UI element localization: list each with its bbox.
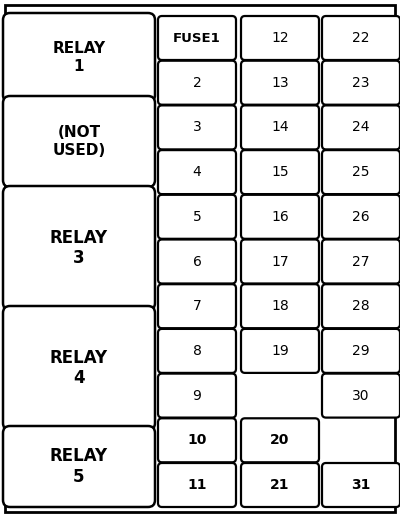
FancyBboxPatch shape [158,329,236,373]
FancyBboxPatch shape [158,463,236,507]
FancyBboxPatch shape [322,284,400,328]
FancyBboxPatch shape [158,418,236,462]
Text: 22: 22 [352,31,370,45]
FancyBboxPatch shape [241,16,319,60]
FancyBboxPatch shape [158,105,236,149]
Text: FUSE1: FUSE1 [173,32,221,44]
FancyBboxPatch shape [158,374,236,418]
FancyBboxPatch shape [3,186,155,310]
FancyBboxPatch shape [322,374,400,418]
Text: 18: 18 [271,299,289,313]
Text: 4: 4 [193,165,201,179]
Text: 26: 26 [352,210,370,224]
FancyBboxPatch shape [241,60,319,105]
FancyBboxPatch shape [241,239,319,283]
Text: 14: 14 [271,120,289,134]
Text: 23: 23 [352,75,370,90]
FancyBboxPatch shape [158,284,236,328]
Text: 5: 5 [193,210,201,224]
FancyBboxPatch shape [322,150,400,194]
Text: 8: 8 [192,344,202,358]
FancyBboxPatch shape [322,463,400,507]
Text: 3: 3 [193,120,201,134]
Text: 29: 29 [352,344,370,358]
FancyBboxPatch shape [158,150,236,194]
Text: 24: 24 [352,120,370,134]
Text: 25: 25 [352,165,370,179]
Text: RELAY
1: RELAY 1 [52,41,106,74]
FancyBboxPatch shape [158,16,236,60]
FancyBboxPatch shape [241,195,319,239]
FancyBboxPatch shape [241,418,319,462]
FancyBboxPatch shape [158,239,236,283]
FancyBboxPatch shape [322,105,400,149]
Text: 21: 21 [270,478,290,492]
Text: 20: 20 [270,433,290,447]
Text: (NOT
USED): (NOT USED) [52,125,106,158]
Text: 9: 9 [192,389,202,403]
FancyBboxPatch shape [158,60,236,105]
Text: 10: 10 [187,433,207,447]
FancyBboxPatch shape [158,195,236,239]
FancyBboxPatch shape [3,13,155,102]
FancyBboxPatch shape [322,239,400,283]
Text: RELAY
5: RELAY 5 [50,447,108,486]
FancyBboxPatch shape [3,426,155,507]
Text: 12: 12 [271,31,289,45]
Text: 11: 11 [187,478,207,492]
Text: RELAY
3: RELAY 3 [50,229,108,267]
FancyBboxPatch shape [241,329,319,373]
FancyBboxPatch shape [3,96,155,187]
FancyBboxPatch shape [241,105,319,149]
Text: 31: 31 [351,478,371,492]
Text: 27: 27 [352,254,370,268]
Text: 17: 17 [271,254,289,268]
FancyBboxPatch shape [322,60,400,105]
Text: 28: 28 [352,299,370,313]
Text: 30: 30 [352,389,370,403]
Text: 15: 15 [271,165,289,179]
FancyBboxPatch shape [241,463,319,507]
Text: 2: 2 [193,75,201,90]
FancyBboxPatch shape [322,195,400,239]
Text: RELAY
4: RELAY 4 [50,348,108,387]
FancyBboxPatch shape [241,150,319,194]
FancyBboxPatch shape [3,306,155,430]
FancyBboxPatch shape [322,329,400,373]
Text: 6: 6 [192,254,202,268]
FancyBboxPatch shape [322,16,400,60]
Text: 16: 16 [271,210,289,224]
Text: 7: 7 [193,299,201,313]
Text: 13: 13 [271,75,289,90]
FancyBboxPatch shape [241,284,319,328]
Text: 19: 19 [271,344,289,358]
